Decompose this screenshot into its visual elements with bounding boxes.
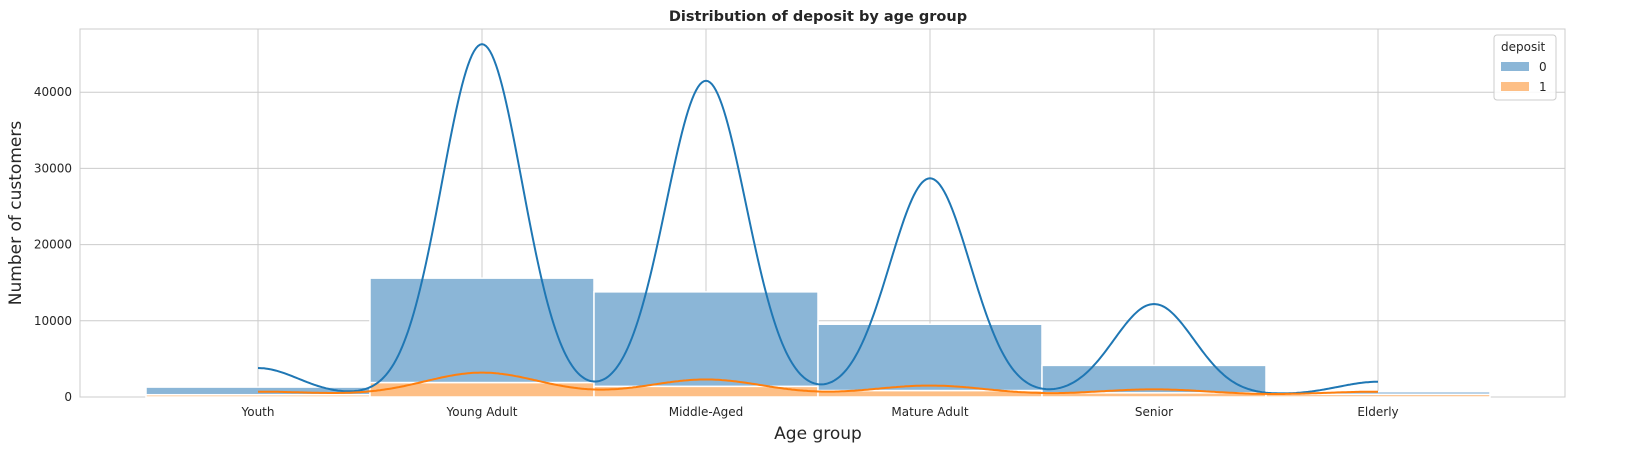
kde-line-deposit-1 xyxy=(258,371,1378,395)
legend-label-1: 1 xyxy=(1539,80,1547,94)
legend: deposit 0 1 xyxy=(1493,34,1557,101)
y-ticks: 0 10000 20000 30000 40000 xyxy=(34,85,72,404)
x-axis-label: Age group xyxy=(774,424,862,444)
kde-curves xyxy=(257,43,1378,395)
legend-title: deposit xyxy=(1501,40,1546,54)
legend-label-0: 0 xyxy=(1539,60,1547,74)
y-tick-label: 10000 xyxy=(34,314,72,328)
kde-line-deposit-0 xyxy=(257,43,1378,395)
x-tick-label: Young Adult xyxy=(446,405,518,419)
x-tick-label: Elderly xyxy=(1357,405,1398,419)
y-tick-label: 40000 xyxy=(34,85,72,99)
x-tick-label: Middle-Aged xyxy=(669,405,744,419)
x-ticks: Youth Young Adult Middle-Aged Mature Adult S… xyxy=(241,405,1399,419)
y-tick-label: 30000 xyxy=(34,161,72,175)
y-axis-label: Number of customers xyxy=(6,121,26,306)
x-tick-label: Youth xyxy=(241,405,275,419)
y-tick-label: 20000 xyxy=(34,238,72,252)
legend-swatch-0 xyxy=(1501,62,1529,71)
bar-deposit-0 xyxy=(369,277,595,384)
x-tick-label: Mature Adult xyxy=(891,405,968,419)
bar-deposit-0 xyxy=(817,323,1043,392)
chart-title: Distribution of deposit by age group xyxy=(669,9,967,25)
bar-deposit-0 xyxy=(593,291,819,388)
y-tick-label: 0 xyxy=(64,390,72,404)
x-tick-label: Senior xyxy=(1135,405,1173,419)
legend-swatch-1 xyxy=(1501,82,1529,91)
